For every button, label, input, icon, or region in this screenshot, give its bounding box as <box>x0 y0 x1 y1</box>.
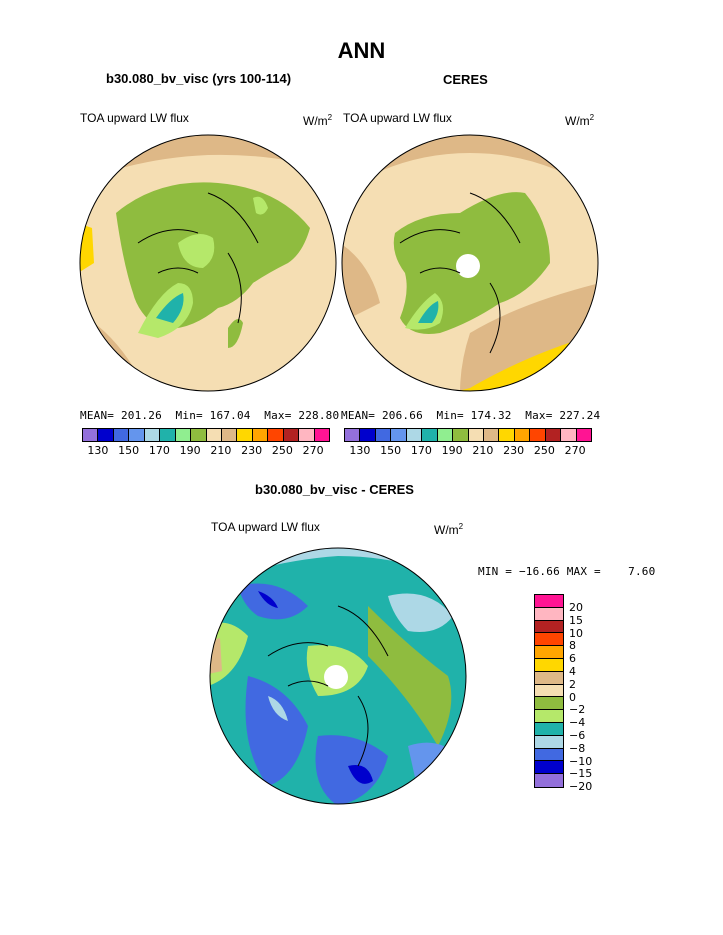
colorbar-swatch <box>314 429 329 441</box>
colorbar-swatch <box>406 429 423 441</box>
model-variable-label: TOA upward LW flux <box>80 111 189 125</box>
obs-panel-title: CERES <box>443 72 488 87</box>
colorbar-tick-label: −6 <box>569 729 586 742</box>
colorbar-tick-label: −15 <box>569 767 593 781</box>
colorbar-swatch <box>453 429 469 441</box>
colorbar-tick-label: 270 <box>564 444 586 457</box>
colorbar-tick-label: 250 <box>533 444 555 457</box>
colorbar-swatch <box>360 429 376 441</box>
obs-colorbar <box>344 428 592 442</box>
colorbar-swatch <box>144 429 161 441</box>
colorbar-swatch <box>535 607 563 621</box>
model-colorbar <box>82 428 330 442</box>
colorbar-tick-label: 190 <box>179 444 201 457</box>
colorbar-swatch <box>83 429 99 441</box>
colorbar-tick-label: 10 <box>569 626 583 640</box>
diff-polar-map <box>209 547 467 805</box>
colorbar-tick-label: 210 <box>210 444 232 457</box>
colorbar-swatch <box>535 761 563 775</box>
obs-polar-map <box>341 134 599 392</box>
colorbar-tick-label: 4 <box>569 665 576 678</box>
colorbar-swatch <box>535 658 563 672</box>
colorbar-swatch <box>535 735 563 749</box>
colorbar-swatch <box>545 429 562 441</box>
colorbar-swatch <box>98 429 114 441</box>
colorbar-swatch <box>535 633 563 647</box>
colorbar-tick-label: −4 <box>569 716 586 730</box>
colorbar-tick-label: 130 <box>87 444 109 457</box>
colorbar-tick-label: 2 <box>569 677 576 691</box>
colorbar-tick-label: 0 <box>569 690 576 704</box>
colorbar-swatch <box>129 429 145 441</box>
colorbar-swatch <box>535 774 563 787</box>
model-panel-title: b30.080_bv_visc (yrs 100-114) <box>106 71 292 86</box>
colorbar-swatch <box>237 429 253 441</box>
colorbar-tick-label: −20 <box>569 780 593 794</box>
colorbar-swatch <box>535 748 563 762</box>
main-title: ANN <box>337 38 386 63</box>
model-stats: MEAN= 201.26 Min= 167.04 Max= 228.80 <box>80 409 340 422</box>
colorbar-swatch <box>535 646 563 659</box>
colorbar-swatch <box>468 429 484 441</box>
colorbar-swatch <box>206 429 222 441</box>
colorbar-swatch <box>530 429 546 441</box>
model-units-label: W/m2 <box>303 113 333 128</box>
colorbar-swatch <box>576 429 591 441</box>
model-polar-map <box>79 134 337 392</box>
obs-units-label: W/m2 <box>565 113 595 128</box>
colorbar-swatch <box>499 429 515 441</box>
colorbar-tick-label: 230 <box>241 444 263 457</box>
colorbar-swatch <box>252 429 269 441</box>
colorbar-swatch <box>191 429 207 441</box>
colorbar-tick-label: −10 <box>569 754 593 768</box>
diff-colorbar <box>534 594 564 788</box>
obs-stats: MEAN= 206.66 Min= 174.32 Max= 227.24 <box>341 409 601 422</box>
colorbar-swatch <box>375 429 392 441</box>
colorbar-swatch <box>113 429 130 441</box>
colorbar-swatch <box>535 697 563 711</box>
colorbar-swatch <box>345 429 361 441</box>
colorbar-tick-label: 20 <box>569 601 583 614</box>
colorbar-swatch <box>483 429 500 441</box>
colorbar-tick-label: 250 <box>271 444 293 457</box>
diff-units-label: W/m2 <box>434 522 464 537</box>
colorbar-tick-label: 170 <box>148 444 170 457</box>
colorbar-swatch <box>514 429 531 441</box>
colorbar-tick-label: 150 <box>380 444 402 457</box>
colorbar-swatch <box>268 429 284 441</box>
colorbar-tick-label: 150 <box>118 444 140 457</box>
colorbar-tick-label: 210 <box>472 444 494 457</box>
colorbar-swatch <box>391 429 407 441</box>
colorbar-swatch <box>535 595 563 608</box>
colorbar-tick-label: 6 <box>569 652 576 666</box>
diff-panel-title: b30.080_bv_visc - CERES <box>255 482 414 497</box>
colorbar-swatch <box>299 429 315 441</box>
colorbar-tick-label: 8 <box>569 639 576 653</box>
obs-colorbar-ticks: 130 150 170 190 210 230 250 270 <box>344 444 590 458</box>
colorbar-swatch <box>535 620 563 634</box>
colorbar-tick-label: 190 <box>441 444 463 457</box>
diff-stats: MIN = −16.66 MAX = 7.60 <box>478 565 656 578</box>
colorbar-tick-label: 270 <box>302 444 324 457</box>
colorbar-tick-label: 230 <box>503 444 525 457</box>
colorbar-tick-label: 15 <box>569 613 583 627</box>
model-colorbar-ticks: 130 150 170 190 210 230 250 270 <box>82 444 328 458</box>
colorbar-swatch <box>221 429 238 441</box>
obs-variable-label: TOA upward LW flux <box>343 111 452 125</box>
colorbar-tick-label: −8 <box>569 741 586 755</box>
colorbar-swatch <box>422 429 438 441</box>
colorbar-swatch <box>160 429 176 441</box>
colorbar-tick-label: −2 <box>569 703 586 717</box>
colorbar-swatch <box>175 429 192 441</box>
colorbar-swatch <box>283 429 300 441</box>
colorbar-tick-label: 130 <box>349 444 371 457</box>
colorbar-swatch <box>535 671 563 685</box>
colorbar-tick-label: 170 <box>410 444 432 457</box>
colorbar-swatch <box>561 429 577 441</box>
colorbar-swatch <box>535 710 563 723</box>
colorbar-swatch <box>437 429 454 441</box>
colorbar-swatch <box>535 722 563 736</box>
diff-variable-label: TOA upward LW flux <box>211 520 320 534</box>
colorbar-swatch <box>535 684 563 698</box>
